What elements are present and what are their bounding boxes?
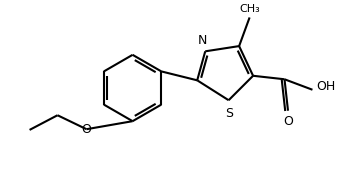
Text: S: S — [225, 106, 232, 120]
Text: O: O — [82, 123, 91, 136]
Text: OH: OH — [316, 80, 336, 93]
Text: CH₃: CH₃ — [239, 4, 260, 14]
Text: O: O — [283, 115, 293, 128]
Text: N: N — [198, 34, 207, 47]
